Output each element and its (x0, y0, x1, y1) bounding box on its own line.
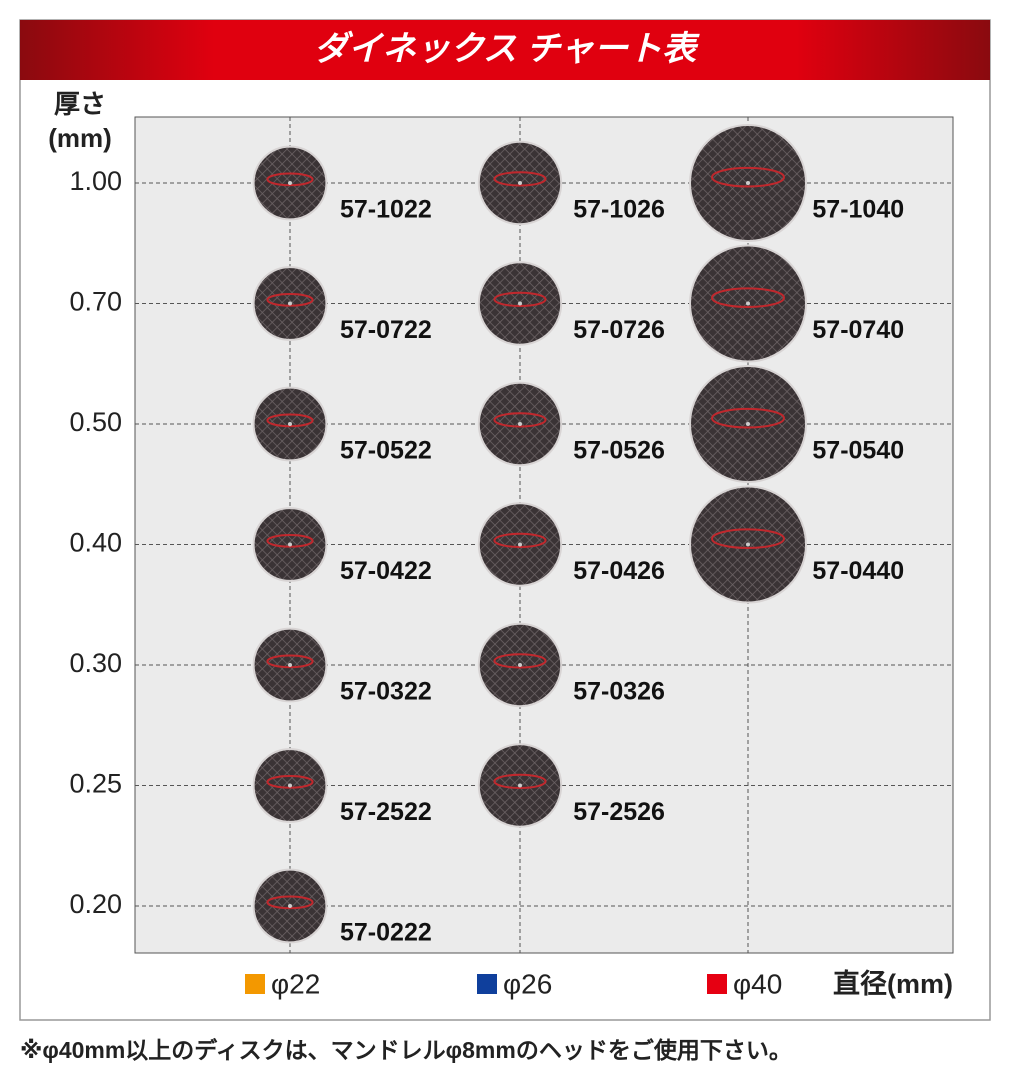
x-axis-label: 直径(mm) (833, 969, 953, 999)
disc-hole (518, 663, 522, 667)
disc-hole (288, 783, 292, 788)
disc (689, 244, 807, 363)
disc-logo (266, 172, 314, 187)
disc-hole (746, 542, 750, 547)
y-tick-label: 0.70 (69, 287, 122, 317)
disc-hole (518, 422, 522, 426)
product-code: 57-0740 (812, 316, 904, 344)
footnote: ※φ40mm以上のディスクは、マンドレルφ8mmのヘッドをご使用下さい。 (20, 1037, 792, 1063)
product-code: 57-1026 (573, 196, 665, 224)
disc (252, 507, 328, 582)
product-code: 57-0322 (340, 678, 432, 706)
y-axis-label: (mm) (48, 123, 112, 153)
product-code: 57-0540 (812, 437, 904, 465)
disc (252, 748, 328, 823)
product-code: 57-1022 (340, 196, 432, 224)
disc-hole (288, 663, 292, 667)
y-axis-label: 厚さ (54, 89, 106, 119)
disc-hole (518, 181, 522, 185)
disc-logo (711, 287, 785, 308)
disc (477, 743, 563, 828)
disc (252, 386, 328, 462)
legend-swatch (477, 974, 497, 994)
disc (477, 381, 563, 467)
disc-logo (493, 412, 547, 428)
legend-label: φ26 (503, 968, 552, 999)
disc-logo (493, 773, 547, 789)
product-code: 57-0426 (573, 557, 665, 585)
disc-logo (711, 407, 785, 429)
legend-swatch (707, 974, 727, 994)
y-tick-label: 0.20 (69, 889, 122, 919)
product-code: 57-2526 (573, 798, 665, 826)
y-tick-label: 0.40 (69, 528, 122, 558)
product-code: 57-0526 (573, 437, 665, 465)
disc (689, 124, 807, 242)
disc (477, 502, 563, 587)
disc-logo (266, 775, 314, 789)
product-code: 57-0326 (573, 678, 665, 706)
disc (477, 622, 563, 708)
disc-hole (746, 181, 750, 185)
disc-logo (493, 171, 547, 187)
disc-logo (493, 291, 547, 307)
disc-logo (266, 293, 314, 307)
disc (477, 140, 563, 226)
disc-hole (518, 301, 522, 306)
product-code: 57-0722 (340, 316, 432, 344)
disc-hole (288, 542, 292, 547)
product-code: 57-0522 (340, 437, 432, 465)
disc-hole (518, 542, 522, 547)
disc-logo (711, 166, 785, 188)
disc-hole (288, 301, 292, 306)
disc (252, 145, 328, 221)
disc-hole (518, 783, 522, 788)
y-tick-label: 0.50 (69, 407, 122, 437)
disc (252, 627, 328, 703)
disc-hole (288, 181, 292, 185)
disc (689, 485, 807, 604)
disc-hole (288, 904, 292, 908)
product-code: 57-0726 (573, 316, 665, 344)
disc (477, 261, 563, 346)
product-code: 57-0222 (340, 919, 432, 947)
disc-logo (711, 528, 785, 549)
chart-title: ダイネックス チャート表 (314, 30, 700, 68)
legend-swatch (245, 974, 265, 994)
disc-hole (288, 422, 292, 426)
disc-logo (266, 654, 314, 669)
disc-logo (493, 532, 547, 548)
disc (252, 266, 328, 341)
product-code: 57-0422 (340, 557, 432, 585)
disc-hole (746, 301, 750, 306)
y-tick-label: 0.25 (69, 769, 122, 799)
legend-label: φ40 (733, 968, 782, 999)
y-tick-label: 1.00 (69, 166, 122, 196)
disc (252, 868, 328, 944)
title-bar (20, 20, 990, 80)
disc-logo (266, 413, 314, 428)
disc-logo (493, 653, 547, 669)
legend-label: φ22 (271, 968, 320, 999)
disc (689, 365, 807, 483)
product-code: 57-1040 (812, 196, 904, 224)
y-tick-label: 0.30 (69, 648, 122, 678)
disc-logo (266, 895, 314, 910)
product-code: 57-0440 (812, 557, 904, 585)
disc-hole (746, 422, 750, 426)
disc-logo (266, 534, 314, 548)
product-code: 57-2522 (340, 798, 432, 826)
